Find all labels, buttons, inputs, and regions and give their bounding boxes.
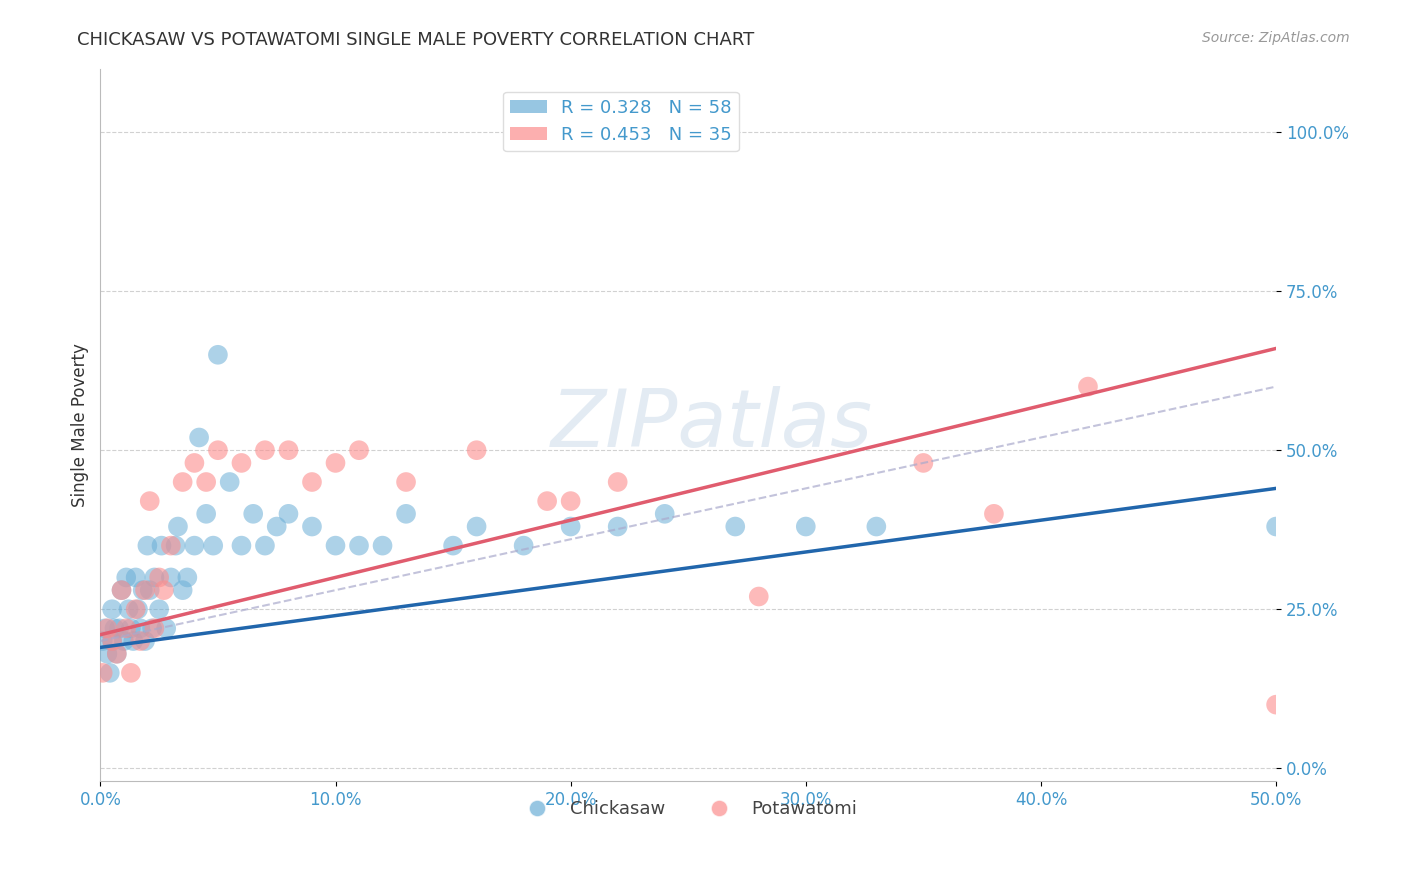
Point (325, 539, 347, 553)
Point (101, 634, 124, 648)
Point (117, 602, 139, 616)
Point (395, 507, 418, 521)
Point (218, 475, 240, 489)
Point (160, 539, 183, 553)
Point (465, 519, 488, 533)
Point (277, 507, 299, 521)
Point (253, 539, 276, 553)
Point (150, 539, 173, 553)
Point (325, 456, 347, 470)
Point (141, 621, 163, 635)
Point (129, 621, 152, 635)
Point (207, 443, 229, 458)
Point (202, 539, 225, 553)
Point (138, 494, 160, 508)
Point (560, 494, 582, 508)
Point (143, 570, 166, 584)
Point (96, 621, 118, 635)
Point (96, 647, 118, 661)
Point (441, 539, 464, 553)
Point (120, 621, 142, 635)
Point (865, 519, 887, 533)
Point (115, 621, 138, 635)
Point (277, 443, 299, 458)
Point (183, 456, 205, 470)
Point (512, 539, 534, 553)
Point (167, 519, 190, 533)
Point (536, 494, 558, 508)
Point (143, 621, 166, 635)
Point (108, 621, 131, 635)
Text: CHICKASAW VS POTAWATOMI SINGLE MALE POVERTY CORRELATION CHART: CHICKASAW VS POTAWATOMI SINGLE MALE POVE… (77, 31, 755, 49)
Point (127, 602, 149, 616)
Point (134, 634, 156, 648)
Point (253, 443, 276, 458)
Point (110, 583, 132, 598)
Point (148, 602, 170, 616)
Point (242, 507, 264, 521)
Legend: Chickasaw, Potawatomi: Chickasaw, Potawatomi (512, 793, 865, 825)
Point (654, 507, 676, 521)
Point (120, 665, 142, 680)
Point (103, 621, 125, 635)
Point (395, 475, 418, 489)
Point (301, 475, 323, 489)
Point (148, 570, 170, 584)
Point (912, 456, 935, 470)
Point (188, 430, 211, 444)
Point (115, 570, 138, 584)
Point (560, 519, 582, 533)
Point (266, 519, 288, 533)
Point (465, 443, 488, 458)
Point (105, 647, 128, 661)
Point (371, 539, 394, 553)
Point (301, 519, 323, 533)
Point (155, 621, 177, 635)
Point (160, 570, 183, 584)
Point (347, 443, 370, 458)
Y-axis label: Single Male Poverty: Single Male Poverty (72, 343, 89, 507)
Point (98, 665, 121, 680)
Point (195, 507, 218, 521)
Point (129, 634, 152, 648)
Point (165, 539, 187, 553)
Point (91, 634, 114, 648)
Text: Source: ZipAtlas.com: Source: ZipAtlas.com (1202, 31, 1350, 45)
Point (1077, 379, 1099, 393)
Point (606, 519, 628, 533)
Point (94, 621, 117, 635)
Point (748, 590, 770, 604)
Point (183, 539, 205, 553)
Point (231, 456, 253, 470)
Point (105, 647, 128, 661)
Point (101, 634, 124, 648)
Point (134, 583, 156, 598)
Point (195, 475, 218, 489)
Point (153, 583, 176, 598)
Point (207, 348, 229, 362)
Point (91, 665, 114, 680)
Point (101, 602, 124, 616)
Point (110, 583, 132, 598)
Point (1265, 698, 1288, 712)
Point (1265, 519, 1288, 533)
Point (131, 583, 153, 598)
Point (112, 634, 135, 648)
Point (172, 475, 194, 489)
Point (606, 475, 628, 489)
Point (172, 583, 194, 598)
Point (724, 519, 747, 533)
Point (794, 519, 817, 533)
Point (136, 539, 159, 553)
Point (231, 539, 253, 553)
Point (124, 602, 146, 616)
Point (176, 570, 198, 584)
Point (983, 507, 1005, 521)
Point (122, 634, 145, 648)
Point (347, 539, 370, 553)
Point (124, 570, 146, 584)
Text: ZIPatlas: ZIPatlas (551, 385, 873, 464)
Point (138, 583, 160, 598)
